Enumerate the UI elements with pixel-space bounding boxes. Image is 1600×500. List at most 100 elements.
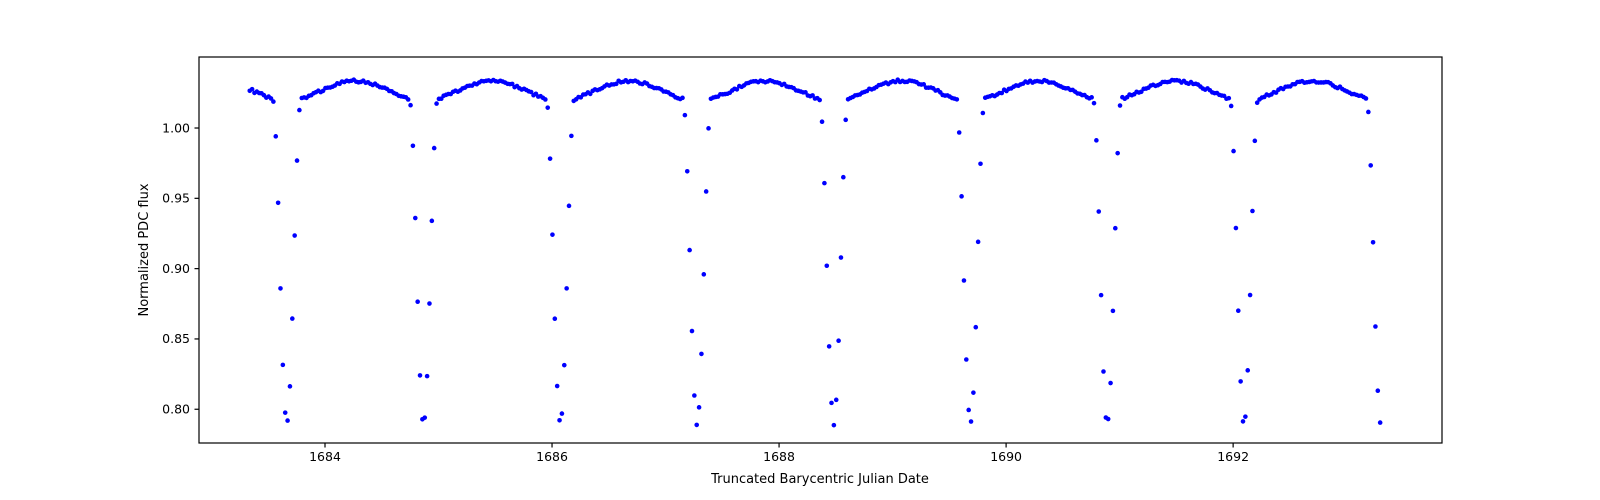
y-axis-label: Normalized PDC flux <box>137 183 152 316</box>
data-point <box>810 93 815 98</box>
data-point <box>290 316 295 321</box>
data-point <box>543 97 548 102</box>
data-point <box>1101 369 1106 374</box>
data-point <box>297 107 302 113</box>
data-point <box>1373 324 1378 329</box>
data-point <box>561 362 567 368</box>
data-point <box>552 316 558 321</box>
data-point <box>412 215 418 221</box>
data-point <box>696 405 702 410</box>
data-point <box>824 263 830 269</box>
data-point <box>550 232 555 237</box>
data-point <box>706 126 711 131</box>
data-point <box>687 247 692 253</box>
x-tick-label: 1692 <box>1217 449 1249 464</box>
data-point <box>1247 292 1253 298</box>
data-point <box>1094 138 1099 143</box>
data-point <box>1115 150 1120 156</box>
data-point <box>417 373 423 378</box>
data-point <box>1363 96 1369 101</box>
data-point <box>422 415 428 420</box>
plot-frame <box>198 56 1443 444</box>
data-point <box>975 239 981 245</box>
data-point <box>1110 308 1116 314</box>
data-point <box>833 397 839 403</box>
data-point <box>410 143 416 149</box>
y-tick-label: 0.85 <box>162 331 190 346</box>
x-tick-label: 1690 <box>990 449 1022 464</box>
data-point <box>1250 208 1255 214</box>
data-point <box>566 203 572 209</box>
data-point <box>980 110 986 116</box>
data-point <box>408 102 413 108</box>
x-axis-label: Truncated Barycentric Julian Date <box>710 472 929 487</box>
data-point <box>817 97 822 103</box>
data-point <box>684 169 690 174</box>
data-point <box>978 161 983 167</box>
data-point <box>434 101 439 106</box>
data-point <box>831 422 837 428</box>
data-point <box>954 97 960 102</box>
data-point <box>841 174 846 180</box>
data-point <box>680 95 685 101</box>
data-point <box>1089 95 1094 100</box>
data-point <box>1240 419 1246 424</box>
y-tick-label: 0.95 <box>162 191 190 206</box>
data-point <box>1113 225 1118 231</box>
data-point <box>1096 209 1102 214</box>
data-point <box>838 255 844 260</box>
data-point <box>1226 95 1232 101</box>
data-point <box>1231 148 1236 154</box>
data-point <box>1254 100 1260 105</box>
data-point <box>275 200 281 206</box>
data-point <box>973 324 979 330</box>
data-point <box>249 86 255 92</box>
data-point <box>964 357 969 362</box>
data-point <box>1368 163 1374 168</box>
data-point <box>271 99 276 104</box>
data-point <box>431 145 437 151</box>
data-point <box>1235 308 1241 314</box>
data-point <box>285 418 290 423</box>
data-point <box>1091 100 1097 106</box>
data-point <box>282 410 288 415</box>
data-point <box>1105 416 1111 422</box>
data-point <box>819 119 825 125</box>
data-point <box>1366 109 1371 115</box>
data-point <box>1245 368 1251 373</box>
data-point <box>273 134 279 139</box>
data-point <box>564 286 569 291</box>
data-point <box>843 117 848 123</box>
data-point <box>959 194 964 199</box>
data-point <box>528 89 534 95</box>
data-point <box>424 373 430 379</box>
data-point <box>287 384 293 389</box>
data-point <box>971 390 976 395</box>
data-point <box>569 133 574 139</box>
data-point <box>557 417 562 423</box>
data-point <box>1375 388 1381 394</box>
data-point <box>559 411 565 416</box>
x-tick-label: 1684 <box>309 449 341 464</box>
data-point <box>278 286 283 291</box>
data-point <box>999 90 1005 96</box>
data-point <box>836 338 841 344</box>
data-point <box>682 112 688 118</box>
data-point <box>1243 414 1248 419</box>
data-point <box>545 105 551 110</box>
data-point <box>803 90 808 95</box>
data-point <box>509 81 515 87</box>
data-point <box>415 299 420 305</box>
data-point <box>1252 138 1258 144</box>
data-point <box>1228 103 1234 109</box>
data-point <box>268 96 274 101</box>
data-point <box>689 328 695 334</box>
data-point <box>1377 420 1383 425</box>
data-point <box>956 130 962 135</box>
data-point <box>961 278 967 283</box>
y-tick-label: 1.00 <box>162 120 190 135</box>
y-tick-label: 0.90 <box>162 261 190 276</box>
data-point <box>966 407 971 413</box>
data-point <box>921 82 927 87</box>
data-point <box>292 233 297 238</box>
